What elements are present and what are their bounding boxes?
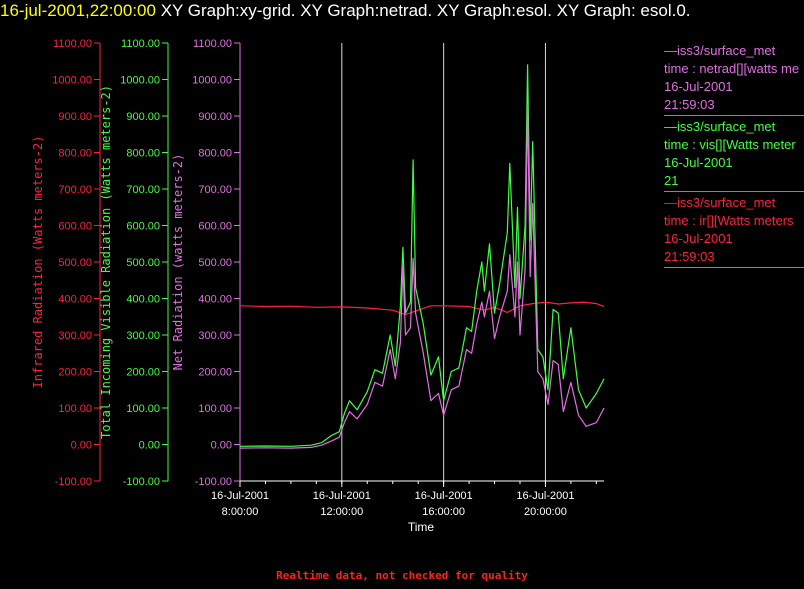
- y-tick-label: 700.00: [198, 184, 232, 196]
- axes: -100.00 0.00 100.00 200.00 300.00 400.00 500.0…: [31, 38, 604, 518]
- y-axis-label: Infrared Radiation (Watts meters-2): [31, 136, 45, 389]
- legend-time: 21: [664, 173, 679, 188]
- y-tick-label: 300.00: [198, 330, 232, 342]
- y-tick-label: 900.00: [126, 111, 160, 123]
- y-tick-label: 1100.00: [193, 38, 232, 50]
- legend: —iss3/surface_met time : netrad[][watts …: [664, 42, 804, 270]
- legend-variable: time : vis[][Watts meter: [664, 137, 796, 152]
- series-layer: [239, 64, 605, 449]
- y-tick-label: 1000.00: [192, 75, 232, 87]
- x-axis-label: Time: [408, 520, 435, 534]
- series-line-netrad: [239, 104, 605, 449]
- y-tick-label: 400.00: [198, 294, 232, 306]
- legend-date: 16-Jul-2001: [664, 79, 733, 94]
- legend-variable: time : netrad[][watts me: [664, 61, 800, 76]
- timestamp: 16-jul-2001,22:00:00: [0, 1, 156, 20]
- y-tick-label: 900.00: [198, 111, 232, 123]
- y-tick-label: -100.00: [195, 476, 232, 488]
- quality-notice: Realtime data, not checked for quality: [276, 569, 528, 582]
- legend-source: —iss3/surface_met: [664, 119, 776, 134]
- y-tick-label: 300.00: [126, 330, 160, 342]
- legend-variable: time : ir[][Watts meters: [664, 213, 794, 228]
- y-tick-label: 900.00: [58, 111, 92, 123]
- y-tick-label: 600.00: [126, 221, 160, 233]
- y-tick-label: 800.00: [198, 148, 232, 160]
- y-axis-label: Net Radiation (watts meters-2): [171, 154, 185, 371]
- y-tick-label: 0.00: [71, 440, 92, 452]
- y-tick-label: -100.00: [55, 476, 92, 488]
- y-tick-label: 1100.00: [121, 38, 160, 50]
- y-tick-label: 600.00: [198, 221, 232, 233]
- y-tick-label: 1100.00: [53, 38, 92, 50]
- title-bar: 16-jul-2001,22:00:00 XY Graph:xy-grid. X…: [0, 0, 804, 22]
- y-tick-label: 200.00: [126, 367, 160, 379]
- x-tick-label: 20:00:00: [524, 506, 567, 518]
- legend-source: —iss3/surface_met: [664, 43, 776, 58]
- legend-entry-vis[interactable]: —iss3/surface_met time : vis[][Watts met…: [664, 118, 804, 192]
- graph-titles: XY Graph:xy-grid. XY Graph:netrad. XY Gr…: [160, 1, 691, 20]
- y-tick-label: 300.00: [58, 330, 92, 342]
- legend-entry-ir[interactable]: —iss3/surface_met time : ir[][Watts mete…: [664, 194, 804, 268]
- y-tick-label: 200.00: [198, 367, 232, 379]
- y-tick-label: 0.00: [211, 440, 232, 452]
- x-tick-label: 16-Jul-2001: [516, 490, 574, 502]
- x-tick-label: 16:00:00: [422, 506, 465, 518]
- y-tick-label: 400.00: [126, 294, 160, 306]
- y-tick-label: 500.00: [58, 257, 92, 269]
- y-tick-label: -100.00: [123, 476, 160, 488]
- y-tick-label: 400.00: [58, 294, 92, 306]
- x-tick-label: 12:00:00: [320, 506, 363, 518]
- y-tick-label: 100.00: [198, 403, 232, 415]
- y-tick-label: 600.00: [58, 221, 92, 233]
- y-tick-label: 700.00: [126, 184, 160, 196]
- y-tick-label: 800.00: [126, 148, 160, 160]
- y-tick-label: 800.00: [58, 148, 92, 160]
- legend-date: 16-Jul-2001: [664, 155, 733, 170]
- y-axis-label: Total Incoming Visible Radiation (Watts …: [99, 85, 113, 439]
- y-tick-label: 700.00: [58, 184, 92, 196]
- series-line-ir: [239, 301, 605, 316]
- legend-time: 21:59:03: [664, 249, 715, 264]
- y-tick-label: 200.00: [58, 367, 92, 379]
- grid: [341, 43, 546, 481]
- legend-date: 16-Jul-2001: [664, 231, 733, 246]
- x-tick-label: 16-Jul-2001: [313, 490, 371, 502]
- y-tick-label: 100.00: [58, 403, 92, 415]
- y-tick-label: 1000.00: [120, 75, 160, 87]
- y-tick-label: 500.00: [126, 257, 160, 269]
- legend-entry-netrad[interactable]: —iss3/surface_met time : netrad[][watts …: [664, 42, 804, 116]
- y-tick-label: 0.00: [139, 440, 160, 452]
- y-tick-label: 100.00: [126, 403, 160, 415]
- series-line-vis: [239, 64, 605, 447]
- legend-time: 21:59:03: [664, 97, 715, 112]
- x-tick-label: 8:00:00: [222, 506, 259, 518]
- x-tick-label: 16-Jul-2001: [211, 490, 269, 502]
- legend-source: —iss3/surface_met: [664, 195, 776, 210]
- y-tick-label: 1000.00: [52, 75, 92, 87]
- y-tick-label: 500.00: [198, 257, 232, 269]
- x-tick-label: 16-Jul-2001: [415, 490, 473, 502]
